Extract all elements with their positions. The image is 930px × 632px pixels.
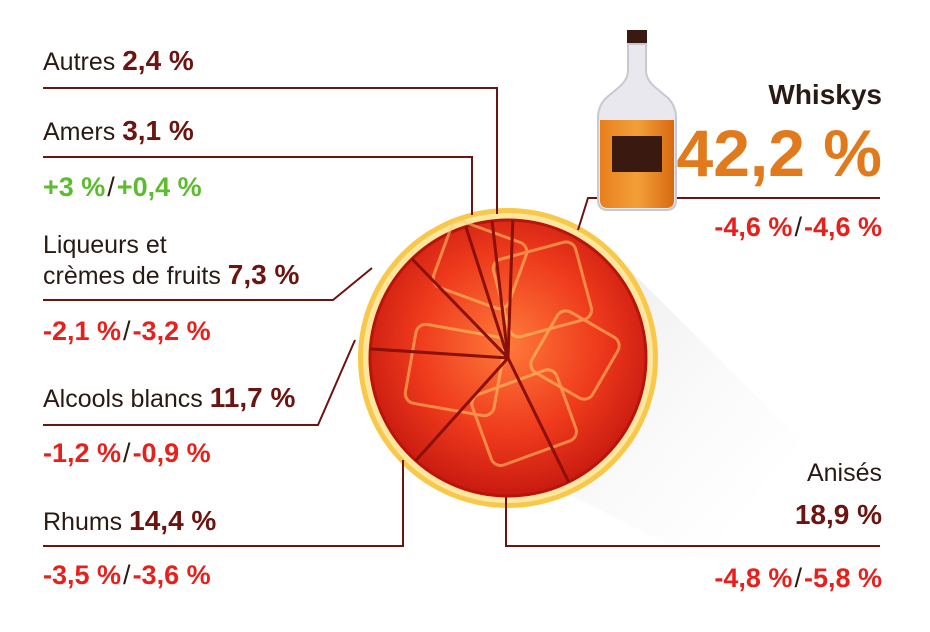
whisky-bottle-icon: [597, 30, 677, 211]
label-autres: Autres 2,4 %: [43, 45, 194, 77]
pie-slice-boundary: [506, 220, 515, 359]
pie-slice-boundary: [490, 220, 510, 359]
label-amers: Amers 3,1 %: [43, 115, 194, 147]
value-anises-wrap: 18,9 %: [795, 500, 882, 531]
change-amers: +3 %/+0,4 %: [43, 172, 202, 202]
leader-liqueurs: [43, 267, 373, 301]
pie-slice-boundary: [410, 257, 510, 360]
leader-anises: [505, 497, 880, 547]
pie-slice-boundary: [464, 226, 510, 359]
pie-slice-boundary: [506, 357, 571, 483]
label-rhums: Rhums 14,4 %: [43, 505, 217, 537]
label-liqueurs-line2: crèmes de fruits 7,3 %: [43, 259, 300, 291]
change-liqueurs: -2,1 %/-3,2 %: [43, 316, 211, 346]
label-whiskys: Whiskys: [768, 79, 882, 110]
leader-autres: [43, 87, 498, 214]
leader-lines: [43, 87, 880, 547]
change-anises: -4,8 %/-5,8 %: [714, 563, 882, 593]
leader-rhums: [43, 460, 404, 547]
pie-slice-lines: [370, 220, 571, 483]
value-anises: 18,9 %: [794, 499, 882, 530]
value-whiskys: 42,2 %: [676, 116, 882, 190]
change-rhums: -3,5 %/-3,6 %: [43, 560, 211, 590]
pie-slice-boundary: [414, 356, 510, 462]
change-alcools-blancs: -1,2 %/-0,9 %: [43, 438, 211, 468]
label-alcools-blancs: Alcools blancs 11,7 %: [43, 382, 296, 414]
change-whiskys: -4,6 %/-4,6 %: [714, 212, 882, 242]
label-anises: Anisés: [806, 459, 882, 487]
pie-slice-boundary: [370, 347, 509, 360]
leader-whiskys: [577, 197, 880, 231]
label-liqueurs: Liqueurs et: [43, 231, 167, 259]
leader-alcools: [43, 339, 356, 426]
leader-amers: [43, 156, 473, 215]
